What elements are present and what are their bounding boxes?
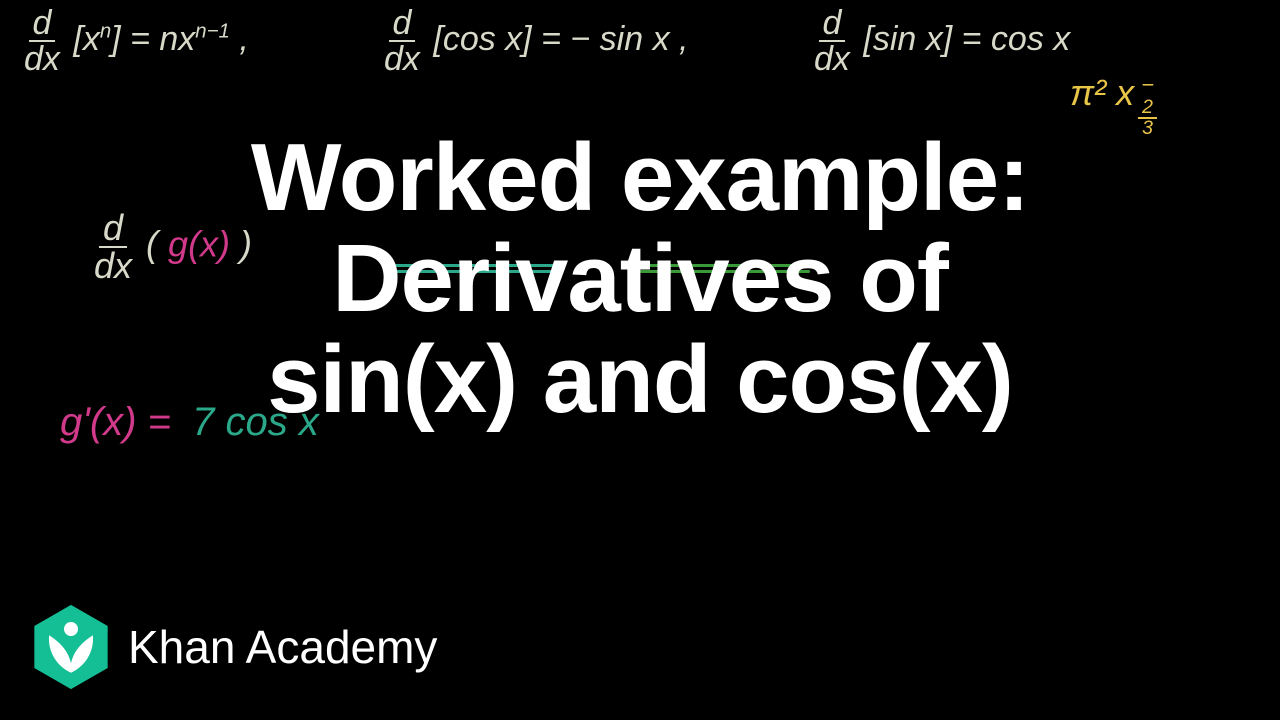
title-line-3: sin(x) and cos(x)	[0, 330, 1280, 431]
frac-num: d	[389, 6, 416, 42]
math-rule-cos: ddx [cos x] = − sin x ,	[380, 6, 689, 76]
title-line-2: Derivatives of	[0, 229, 1280, 330]
rule-text: [sin x] = cos x	[863, 20, 1070, 58]
frac-num: d	[819, 6, 846, 42]
math-rule-sin: ddx [sin x] = cos x	[810, 6, 1070, 76]
brand-text: Khan Academy	[128, 620, 437, 674]
exp-num: 2	[1138, 98, 1157, 119]
frac-den: dx	[810, 42, 854, 76]
rule-text: [xn] = nxn−1 ,	[73, 20, 248, 58]
logo-hexagon-icon	[32, 602, 110, 692]
yellow-base: π² x	[1070, 72, 1134, 113]
khan-academy-logo: Khan Academy	[32, 602, 437, 692]
video-title: Worked example: Derivatives of sin(x) an…	[0, 128, 1280, 430]
frac-num: d	[29, 6, 56, 42]
comma: ,	[679, 20, 688, 58]
rule-text: [cos x] = − sin x	[433, 20, 669, 58]
frac-den: dx	[20, 42, 64, 76]
frac-den: dx	[380, 42, 424, 76]
math-rule-power: ddx [xn] = nxn−1 ,	[20, 6, 249, 76]
title-line-1: Worked example:	[0, 128, 1280, 229]
